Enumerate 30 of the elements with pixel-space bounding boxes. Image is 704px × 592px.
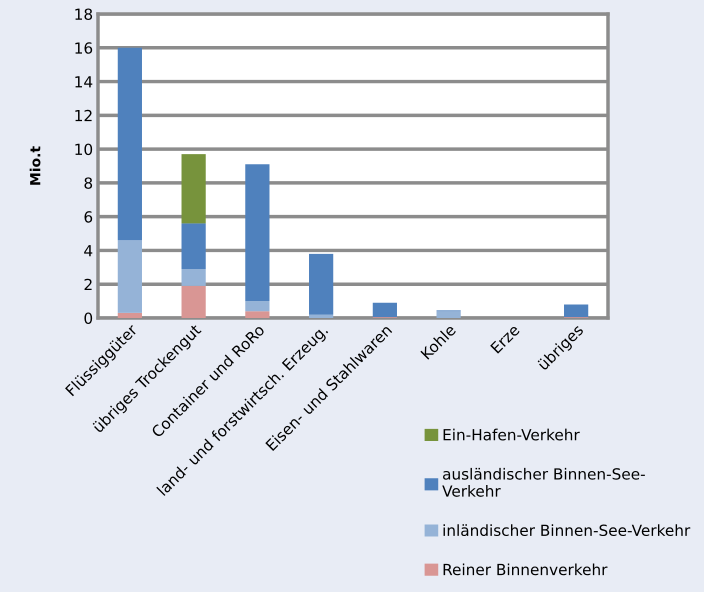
y-tick-label: 4 (84, 245, 92, 256)
legend-label: Reiner Binnenverkehr (444, 563, 608, 576)
bar (372, 302, 397, 318)
bar (182, 223, 206, 270)
y-tick-label: 0 (84, 312, 92, 324)
y-tick-label: 6 (84, 211, 92, 223)
bar (118, 312, 142, 318)
legend-label: Ein-Hafen-Verkehr (444, 428, 580, 440)
bar (309, 314, 334, 318)
bar (245, 164, 270, 302)
bar (245, 311, 270, 318)
bar (564, 304, 588, 318)
y-tick-label: 12 (75, 110, 92, 122)
bar (118, 240, 142, 313)
y-tick-label: 14 (75, 76, 92, 88)
y-tick-label: 16 (75, 42, 92, 54)
bar (182, 269, 206, 286)
bar (309, 254, 334, 315)
y-axis-title: Mio.t (30, 146, 40, 185)
y-tick-label: 18 (75, 8, 92, 20)
legend-label: ausländischer Binnen-See-Verkehr (442, 468, 645, 497)
y-tick-label: 2 (84, 278, 92, 290)
legend-label: inländischer Binnen-See-Verkehr (444, 524, 690, 536)
y-tick-label: 10 (75, 144, 92, 156)
bar (182, 154, 206, 224)
y-tick-label: 8 (84, 177, 92, 189)
bar (118, 48, 142, 240)
bar (182, 286, 206, 318)
bar (245, 301, 270, 312)
bar (436, 311, 461, 318)
